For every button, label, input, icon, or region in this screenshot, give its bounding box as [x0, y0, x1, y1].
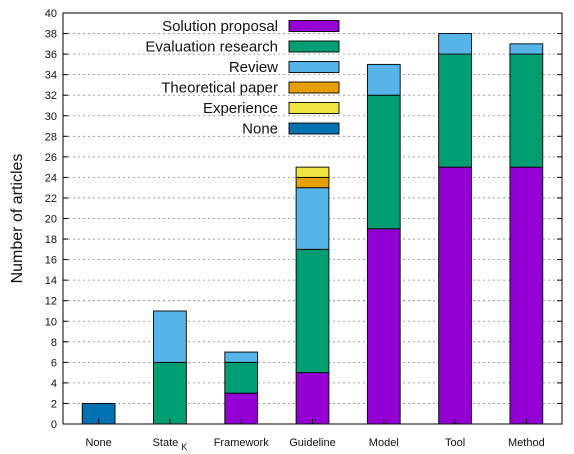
- y-tick-label: 26: [45, 152, 57, 164]
- bar-segment: [366, 63, 401, 96]
- bar-segment: [224, 361, 259, 394]
- legend-swatch: [288, 61, 340, 73]
- bar-segment: [366, 228, 401, 425]
- legend-label: Evaluation research: [145, 39, 278, 56]
- y-tick-label: 4: [51, 378, 57, 390]
- y-tick-label: 16: [45, 255, 57, 267]
- y-tick-label: 30: [45, 111, 57, 123]
- y-tick-label: 34: [45, 70, 57, 82]
- x-tick-label: None: [85, 437, 111, 449]
- bar-segment: [295, 166, 330, 178]
- legend-label: Experience: [203, 100, 278, 117]
- x-tick-label-text: None: [85, 437, 111, 449]
- legend-swatch: [288, 102, 340, 114]
- bar-segment: [153, 310, 187, 363]
- legend-swatch: [288, 20, 340, 32]
- legend-swatch: [288, 122, 340, 135]
- bar-segment: [295, 248, 330, 374]
- bar-segment: [295, 187, 330, 250]
- y-tick-label: 6: [51, 357, 57, 369]
- y-tick-label: 36: [45, 49, 57, 61]
- x-tick-label: Model: [369, 437, 399, 449]
- legend: Solution proposal Evaluation research Revi…: [145, 18, 340, 138]
- legend-label: Solution proposal: [162, 18, 278, 35]
- y-tick-label: 32: [45, 90, 57, 102]
- y-axis-title: Number of articles: [9, 154, 26, 284]
- y-tick-label: 22: [45, 193, 57, 205]
- x-tick-label-text: Framework: [214, 437, 270, 449]
- bar-segment: [438, 166, 472, 425]
- bar-segment: [438, 33, 472, 55]
- legend-label: None: [242, 121, 278, 138]
- y-tick-label: 40: [45, 8, 57, 20]
- y-tick-label: 12: [45, 296, 57, 308]
- gridlines: [63, 33, 562, 404]
- y-tick-label: 24: [45, 172, 57, 184]
- bar-segment: [224, 351, 259, 363]
- x-axis: None State K Framework Guideline Model Tool Met…: [85, 419, 545, 452]
- y-tick-label: 20: [45, 214, 57, 226]
- legend-swatch: [288, 81, 340, 94]
- x-tick-label: Tool: [445, 437, 465, 449]
- bar-segment: [509, 166, 544, 425]
- y-tick-label: 2: [51, 398, 57, 410]
- x-tick-label-subscript: K: [181, 442, 187, 452]
- y-tick-label: 28: [45, 131, 57, 143]
- bar-segment: [295, 372, 330, 425]
- bar-segment: [509, 53, 544, 168]
- x-tick-label-text: Guideline: [289, 437, 335, 449]
- x-tick-label: Method: [508, 437, 545, 449]
- bar-segment: [295, 176, 330, 189]
- legend-label: Theoretical paper: [161, 80, 278, 97]
- y-tick-label: 8: [51, 337, 57, 349]
- y-tick-label: 38: [45, 29, 57, 41]
- y-tick-label: 10: [45, 316, 57, 328]
- x-tick-label-text: Model: [369, 437, 399, 449]
- x-tick-label: Framework: [214, 437, 270, 449]
- x-tick-label: State K: [153, 437, 188, 452]
- y-tick-label: 14: [45, 275, 57, 287]
- x-tick-label-text: Tool: [445, 437, 465, 449]
- legend-label: Review: [229, 59, 278, 76]
- x-tick-label: Guideline: [289, 437, 335, 449]
- bar-segment: [153, 361, 187, 425]
- x-tick-label-text: State: [153, 437, 179, 449]
- bar-segment: [438, 53, 472, 168]
- y-tick-label: 0: [51, 419, 57, 431]
- bar-segment: [509, 43, 544, 55]
- bars: [81, 33, 544, 425]
- x-tick-label-text: Method: [508, 437, 545, 449]
- bar-segment: [366, 94, 401, 230]
- y-tick-label: 18: [45, 234, 57, 246]
- legend-swatch: [288, 40, 340, 53]
